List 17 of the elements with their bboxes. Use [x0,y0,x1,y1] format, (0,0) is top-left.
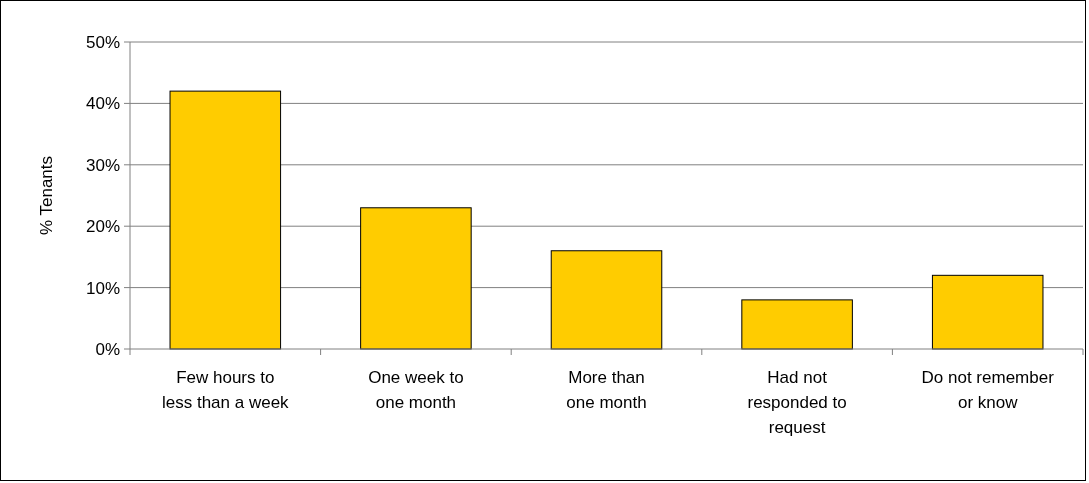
y-tick-label: 40% [85,94,120,114]
bar [169,90,282,350]
y-tick-label: 20% [85,217,120,237]
bar [550,250,663,350]
x-tick-label: Do not remember or know [921,368,1055,412]
x-tick-label: More than one month [566,368,647,412]
x-tick-label: Few hours to less than a week [161,368,290,412]
bar [360,207,472,350]
y-tick-label: 10% [85,278,120,298]
y-tick-label: 30% [85,155,120,175]
y-tick-label: 0% [95,339,120,359]
bar [931,274,1044,350]
y-tick-label: 50% [85,32,120,52]
x-tick-label: One week to one month [368,368,464,412]
bar [741,299,853,350]
y-axis-title: % Tenants [37,155,56,236]
x-tick-label: Had not responded to request [747,368,847,437]
